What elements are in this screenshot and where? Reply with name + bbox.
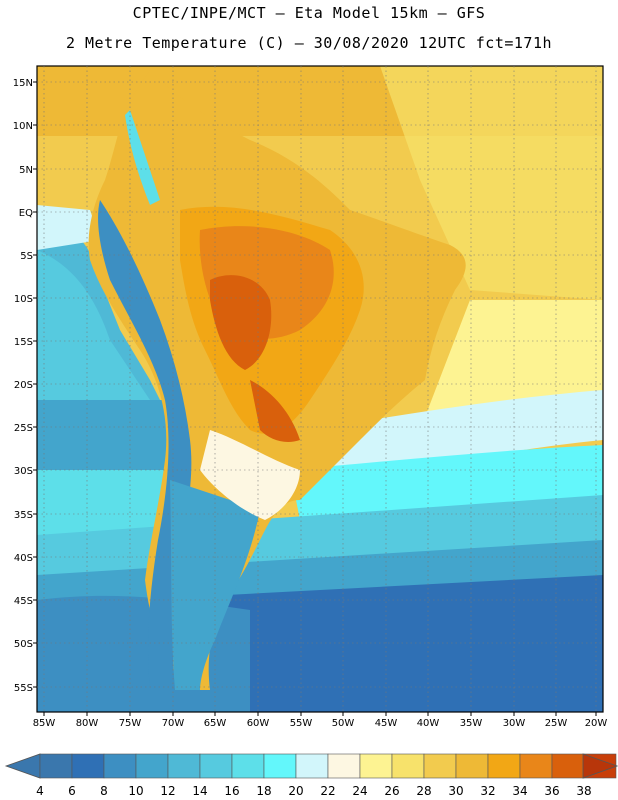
lon-label: 80W xyxy=(76,718,99,729)
colorbar-label: 12 xyxy=(160,784,175,798)
colorbar-label: 24 xyxy=(352,784,367,798)
lon-label: 70W xyxy=(162,718,185,729)
lat-label: EQ xyxy=(19,208,33,219)
colorbar-label: 38 xyxy=(576,784,591,798)
map-title: CPTEC/INPE/MCT – Eta Model 15km – GFS xyxy=(132,4,486,22)
colorbar-swatch xyxy=(71,753,105,779)
lat-label: 25S xyxy=(14,423,33,434)
lat-label: 15S xyxy=(14,337,33,348)
map-subtitle: 2 Metre Temperature (C) – 30/08/2020 12U… xyxy=(65,34,553,52)
lat-label: 30S xyxy=(14,466,33,477)
lon-label: 55W xyxy=(290,718,313,729)
lat-label: 15N xyxy=(13,78,33,89)
lat-label: 20S xyxy=(14,380,33,391)
lon-label: 45W xyxy=(375,718,398,729)
colorbar-label: 10 xyxy=(128,784,143,798)
latitude-labels: 15N 10N 5N EQ 5S 10S 15S 20S 25S 30S 35S… xyxy=(13,78,33,694)
lon-label: 85W xyxy=(33,718,56,729)
colorbar-swatch xyxy=(551,753,585,779)
colorbar-swatch xyxy=(263,753,297,779)
colorbar-swatch xyxy=(327,753,361,779)
colorbar-label: 14 xyxy=(192,784,207,798)
lon-label: 20W xyxy=(585,718,608,729)
colorbar-label: 18 xyxy=(256,784,271,798)
colorbar-swatch xyxy=(519,753,553,779)
lon-label: 30W xyxy=(503,718,526,729)
colorbar-swatch xyxy=(359,753,393,779)
colorbar-right-arrow xyxy=(582,753,618,779)
lat-label: 5N xyxy=(19,165,33,176)
lat-label: 10S xyxy=(14,294,33,305)
lat-label: 10N xyxy=(13,121,33,132)
colorbar-swatch xyxy=(39,753,73,779)
lon-label: 50W xyxy=(332,718,355,729)
map-frame xyxy=(36,65,604,713)
lon-label: 65W xyxy=(204,718,227,729)
colorbar-swatch xyxy=(199,753,233,779)
lat-label: 45S xyxy=(14,596,33,607)
colorbar-left-arrow xyxy=(4,753,41,779)
colorbar-label: 8 xyxy=(100,784,108,798)
colorbar-swatch xyxy=(103,753,137,779)
colorbar-swatch xyxy=(167,753,201,779)
colorbar-label: 6 xyxy=(68,784,76,798)
colorbar-label: 26 xyxy=(384,784,399,798)
colorbar-label: 20 xyxy=(288,784,303,798)
lon-label: 25W xyxy=(545,718,568,729)
lat-label: 55S xyxy=(14,683,33,694)
colorbar: 4 6 8 10 12 14 16 18 20 22 24 26 28 30 3… xyxy=(4,753,618,798)
colorbar-swatch xyxy=(295,753,329,779)
longitude-labels: 85W 80W 75W 70W 65W 60W 55W 50W 45W 40W … xyxy=(33,718,608,729)
colorbar-label: 22 xyxy=(320,784,335,798)
colorbar-label: 32 xyxy=(480,784,495,798)
colorbar-swatch xyxy=(135,753,169,779)
colorbar-label: 36 xyxy=(544,784,559,798)
colorbar-label: 30 xyxy=(448,784,463,798)
frame-ticks xyxy=(33,81,597,716)
colorbar-swatch xyxy=(423,753,457,779)
lat-label: 35S xyxy=(14,510,33,521)
lon-label: 35W xyxy=(460,718,483,729)
colorbar-label: 34 xyxy=(512,784,527,798)
colorbar-label: 4 xyxy=(36,784,44,798)
colorbar-label: 28 xyxy=(416,784,431,798)
colorbar-swatch xyxy=(391,753,425,779)
colorbar-label: 16 xyxy=(224,784,239,798)
lat-label: 40S xyxy=(14,553,33,564)
lon-label: 40W xyxy=(417,718,440,729)
temperature-field xyxy=(37,66,603,712)
lon-label: 75W xyxy=(119,718,142,729)
colorbar-swatch xyxy=(487,753,521,779)
lat-label: 50S xyxy=(14,639,33,650)
lon-label: 60W xyxy=(247,718,270,729)
colorbar-swatch xyxy=(455,753,489,779)
colorbar-swatch xyxy=(231,753,265,779)
lat-label: 5S xyxy=(20,251,33,262)
